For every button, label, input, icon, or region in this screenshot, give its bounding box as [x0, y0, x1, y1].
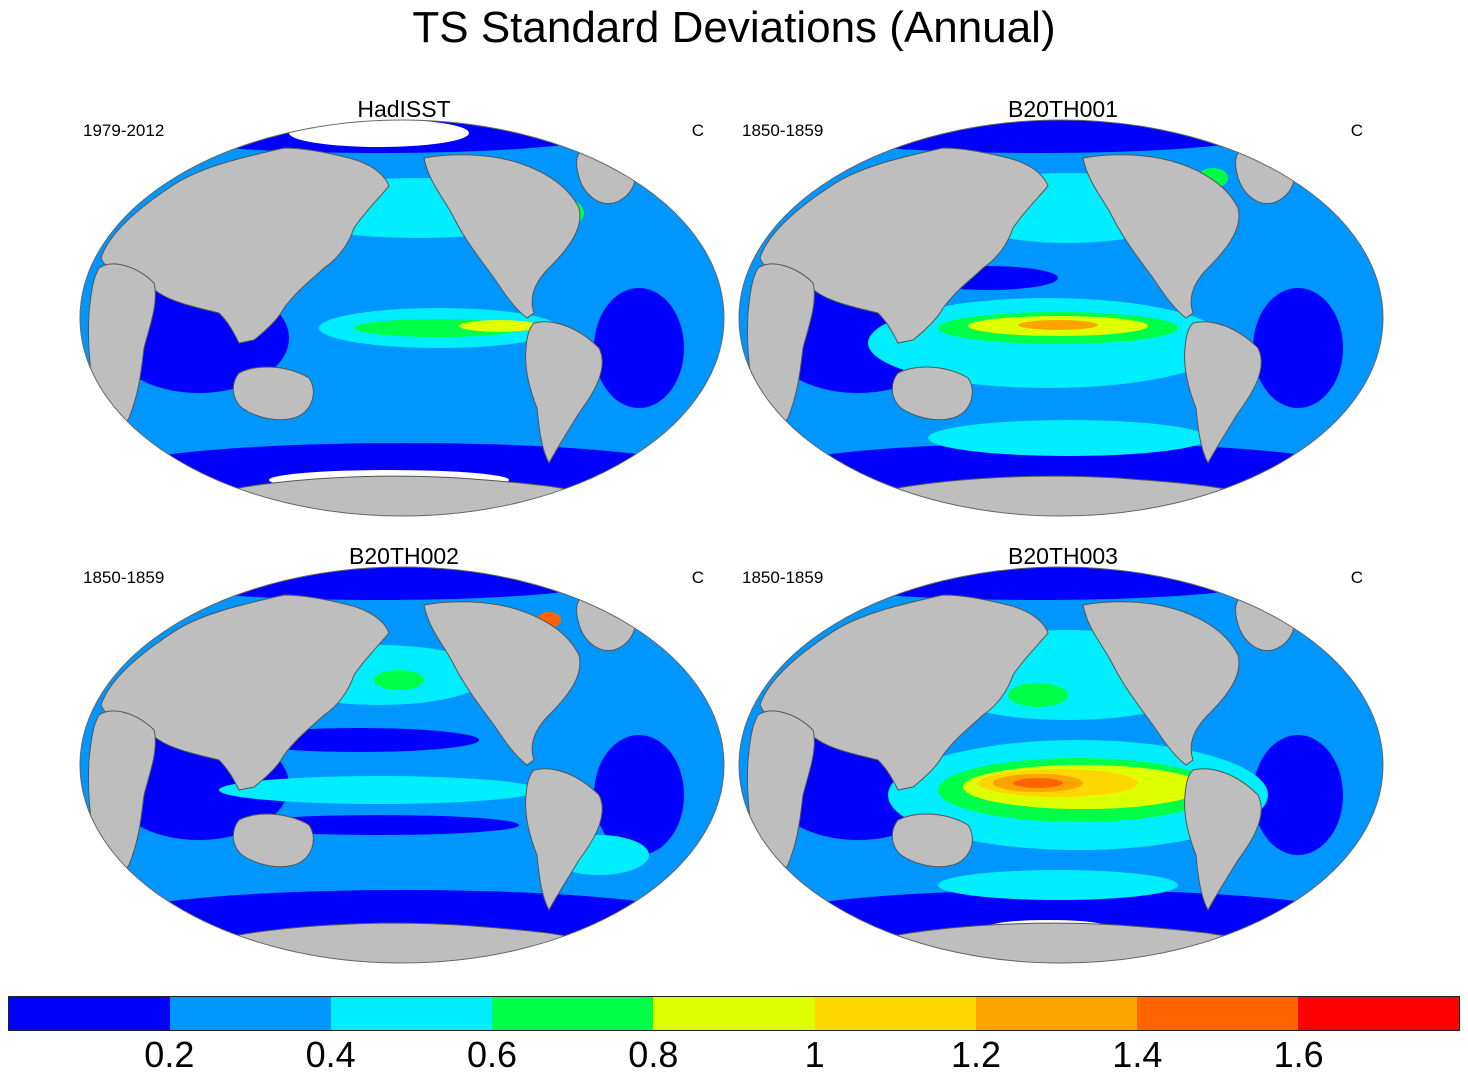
map-canvas [79, 119, 725, 517]
colorbar-swatch [331, 997, 493, 1030]
colorbar-tick-label: 0.2 [144, 1034, 195, 1075]
land-mass [88, 263, 156, 432]
land-mass [759, 594, 1049, 791]
colorbar-tick-label: 1.2 [950, 1034, 1002, 1075]
globe-outline [79, 566, 725, 964]
panel-title: B20TH003 [1008, 543, 1118, 569]
land-mass [1082, 154, 1240, 319]
colorbar-tick-label: 1.6 [1273, 1034, 1324, 1075]
map-canvas [738, 119, 1384, 517]
land-mass [232, 366, 314, 421]
panel-title: B20TH001 [1008, 96, 1118, 122]
colorbar-swatch [975, 997, 1137, 1030]
land-mass [525, 768, 603, 912]
colorbar-swatch [653, 997, 815, 1030]
contour-region [938, 870, 1178, 900]
map-panel-b20th003: B20TH003 1850-1859 C [738, 543, 1388, 964]
panel-title: B20TH002 [349, 543, 459, 569]
land-mass [100, 147, 390, 344]
land-mass [1184, 321, 1262, 465]
contour-region [374, 670, 424, 690]
colorbar-swatch [492, 997, 654, 1030]
contour-region [928, 420, 1208, 456]
map-panel-b20th002: B20TH002 1850-1859 C [79, 543, 729, 964]
map-globe [739, 567, 1383, 963]
contour-region [1008, 683, 1068, 707]
land-mass [891, 813, 973, 868]
colorbar-tick-label: 0.8 [628, 1034, 679, 1075]
panel-title: HadISST [357, 96, 451, 122]
map-canvas [738, 566, 1384, 964]
globe-outline [79, 119, 725, 517]
colorbar-swatch [814, 997, 976, 1030]
land-mass [747, 710, 815, 879]
panel-period: 1850-1859 [83, 568, 165, 587]
map-panel-b20th001: B20TH001 1850-1859 C [738, 96, 1388, 517]
colorbar-swatch [9, 997, 171, 1030]
land-mass [1082, 601, 1240, 766]
land-mass [423, 154, 581, 319]
contour-region [289, 120, 469, 147]
figure-title: TS Standard Deviations (Annual) [412, 3, 1056, 52]
land-mass [525, 321, 603, 465]
panel-period: 1979-2012 [83, 121, 165, 140]
map-panel-hadisst: HadISST 1979-2012 C [79, 96, 729, 517]
panel-period: 1850-1859 [742, 568, 824, 587]
map-canvas [79, 566, 725, 964]
land-mass [1184, 768, 1262, 912]
colorbar-tick-label: 0.6 [466, 1034, 518, 1075]
panel-units: C [1350, 121, 1363, 140]
colorbar-swatch [1136, 997, 1298, 1030]
panel-period: 1850-1859 [742, 121, 824, 140]
land-mass [423, 601, 581, 766]
contour-region [1018, 320, 1098, 330]
colorbar-swatch [1297, 997, 1459, 1030]
land-mass [100, 594, 390, 791]
land-mass [747, 263, 815, 432]
panel-units: C [691, 568, 704, 587]
globe-outline [738, 566, 1384, 964]
land-mass [88, 710, 156, 879]
globe-outline [738, 119, 1384, 517]
map-globe [80, 567, 724, 963]
colorbar-tick-label: 1 [804, 1034, 825, 1075]
contour-region [1253, 288, 1343, 408]
panel-units: C [691, 121, 704, 140]
contour-region [594, 288, 684, 408]
contour-region [219, 776, 539, 804]
panel-units: C [1350, 568, 1363, 587]
contour-region [459, 320, 539, 332]
contour-region [594, 735, 684, 855]
map-globe [80, 120, 724, 516]
land-mass [232, 813, 314, 868]
colorbar-swatch [170, 997, 332, 1030]
contour-region [1013, 778, 1063, 788]
colorbar-tick-label: 1.4 [1112, 1034, 1163, 1075]
land-mass [759, 147, 1049, 344]
land-mass [891, 366, 973, 421]
colorbar-tick-label: 0.4 [305, 1034, 356, 1075]
colorbar-labels: 0.2 0.4 0.6 0.8 1 1.2 1.4 1.6 [8, 1034, 1460, 1078]
contour-region [1253, 735, 1343, 855]
map-globe [739, 120, 1383, 516]
colorbar [8, 996, 1460, 1031]
